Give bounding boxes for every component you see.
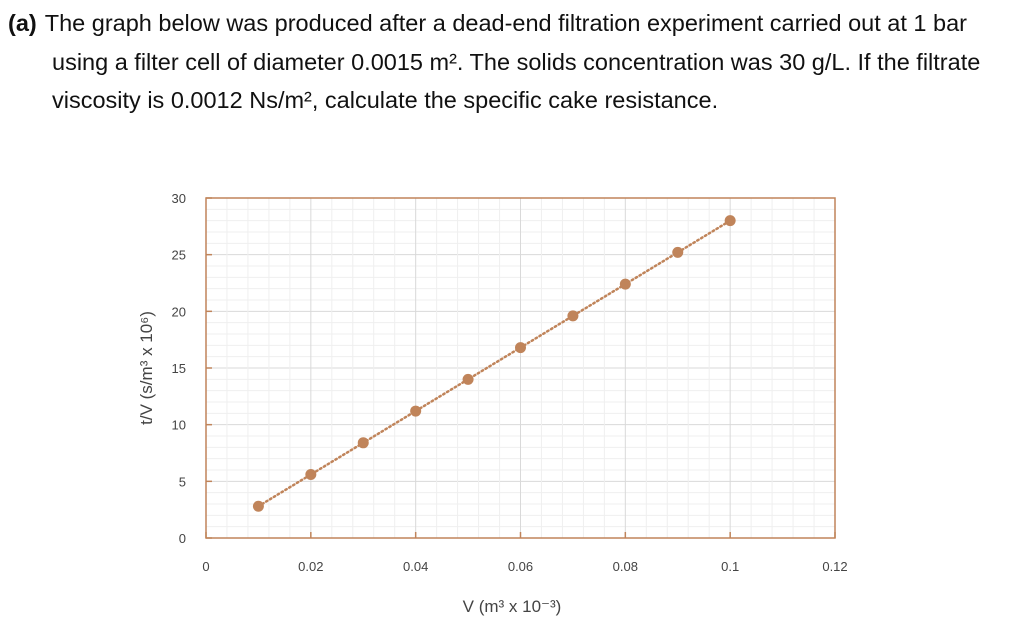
trendline [257,219,732,508]
y-tick-label: 25 [172,248,186,263]
trendline-layer [257,219,732,508]
y-tick-label: 0 [179,531,186,546]
y-tick-label: 10 [172,418,186,433]
data-point [410,405,422,417]
data-point [305,469,317,481]
y-tick-label: 30 [172,191,186,206]
data-point [357,437,369,449]
question-paragraph: (a) The graph below was produced after a … [8,4,1018,120]
x-tick-label: 0.04 [403,559,428,574]
plot-frame [205,197,836,539]
x-tick-labels: 0 0.02 0.04 0.06 0.08 0.1 0.12 [202,559,847,574]
y-tick-label: 20 [172,304,186,319]
question-body: The graph below was produced after a dea… [44,10,981,113]
data-points [252,215,736,512]
data-point [462,373,474,385]
y-axis-label: t/V (s/m³ x 10⁶) [137,311,156,425]
data-point [724,215,736,227]
gridlines [205,197,836,539]
data-point [515,342,526,354]
x-tick-label: 0.1 [721,559,739,574]
x-tick-label: 0.06 [508,559,533,574]
data-point [619,278,631,290]
x-tick-label: 0.12 [822,559,847,574]
x-tick-label: 0.02 [298,559,323,574]
y-tick-label: 15 [172,361,186,376]
data-point [567,310,579,322]
data-point [252,500,264,512]
question-label: (a) [8,10,37,36]
data-point [672,246,684,258]
y-tick-labels: 0 5 10 15 20 25 30 [172,191,186,546]
x-tick-label: 0 [202,559,209,574]
y-tick-label: 5 [179,474,186,489]
question-text-block: (a) The graph below was produced after a … [8,4,1018,120]
x-axis-label: V (m³ x 10⁻³) [463,597,562,616]
x-tick-label: 0.08 [613,559,638,574]
